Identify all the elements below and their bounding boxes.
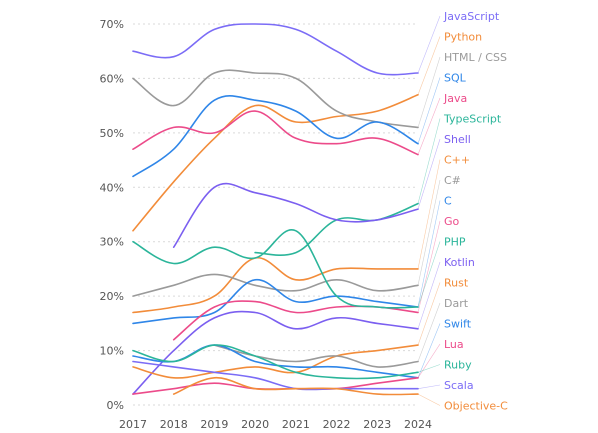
- legend-leader-c: [417, 200, 441, 308]
- legend-leader-objective-c: [417, 393, 441, 406]
- series-line-c: [132, 273, 419, 297]
- legend-label-kotlin: Kotlin: [444, 256, 475, 269]
- series-line-rust: [132, 344, 419, 379]
- legend-label-javascript: JavaScript: [443, 10, 500, 23]
- y-tick-label: 30%: [100, 236, 124, 249]
- legend: JavaScript Python HTML / CSS SQL Java TypeScr…: [443, 10, 508, 413]
- series-line-scala: [132, 360, 419, 391]
- legend-label-scala: Scala: [444, 379, 474, 392]
- legend-label-ruby: Ruby: [444, 359, 472, 372]
- legend-label-java: Java: [443, 92, 467, 105]
- legend-leader-scala: [417, 384, 441, 389]
- series-line-javascript: [132, 23, 419, 76]
- series-line-c: [132, 278, 419, 325]
- legend-leader-dart: [417, 302, 441, 362]
- y-tick-label: 0%: [107, 399, 124, 412]
- legend-leader-c: [417, 159, 441, 269]
- legend-leader-lines: [417, 15, 441, 406]
- series-line-c: [132, 257, 419, 314]
- legend-label-lua: Lua: [444, 338, 464, 351]
- series-line-kotlin: [132, 310, 419, 395]
- series-line-shell: [172, 182, 419, 248]
- series-line-python: [132, 94, 419, 232]
- x-tick-label: 2022: [323, 418, 351, 431]
- series-line-dart: [213, 344, 419, 368]
- legend-label-c: C#: [444, 174, 461, 187]
- series-line-html-css: [132, 69, 419, 129]
- legend-label-shell: Shell: [444, 133, 471, 146]
- series-line-sql: [132, 95, 419, 178]
- legend-label-go: Go: [444, 215, 460, 228]
- legend-leader-lua: [417, 343, 441, 378]
- series-lines: [132, 23, 419, 396]
- legend-label-html-css: HTML / CSS: [444, 51, 507, 64]
- legend-label-dart: Dart: [444, 297, 469, 310]
- x-axis-tick-labels: 2017 2018 2019 2020 2021 2022 2023 2024: [119, 418, 432, 431]
- legend-label-typescript: TypeScript: [443, 113, 502, 126]
- series-line-lua: [132, 377, 419, 395]
- legend-leader-swift: [417, 323, 441, 378]
- y-tick-label: 20%: [100, 290, 124, 303]
- legend-leader-ruby: [417, 364, 441, 373]
- x-tick-label: 2024: [404, 418, 432, 431]
- y-axis-tick-labels: 0% 10% 20% 30% 40% 50% 60% 70%: [100, 18, 124, 412]
- x-tick-label: 2020: [241, 418, 269, 431]
- series-line-ruby: [132, 344, 419, 380]
- legend-leader-sql: [417, 77, 441, 144]
- x-tick-label: 2019: [200, 418, 228, 431]
- legend-leader-kotlin: [417, 261, 441, 329]
- legend-label-php: PHP: [444, 236, 466, 249]
- series-line-typescript: [254, 202, 419, 256]
- legend-leader-rust: [417, 282, 441, 346]
- series-line-objective-c: [172, 376, 419, 396]
- y-tick-label: 10%: [100, 345, 124, 358]
- legend-leader-typescript: [417, 118, 441, 204]
- x-tick-label: 2017: [119, 418, 147, 431]
- y-tick-label: 40%: [100, 181, 124, 194]
- legend-label-swift: Swift: [444, 318, 472, 331]
- x-tick-label: 2021: [282, 418, 310, 431]
- legend-leader-php: [417, 241, 441, 308]
- legend-label-sql: SQL: [444, 72, 467, 85]
- series-line-php: [132, 229, 419, 309]
- legend-leader-c: [417, 179, 441, 286]
- legend-label-c: C++: [444, 154, 470, 167]
- x-tick-label: 2018: [160, 418, 188, 431]
- legend-leader-java: [417, 97, 441, 155]
- legend-label-objective-c: Objective-C: [444, 400, 508, 413]
- legend-leader-go: [417, 220, 441, 313]
- y-tick-label: 50%: [100, 127, 124, 140]
- legend-leader-javascript: [417, 15, 441, 74]
- y-tick-label: 70%: [100, 18, 124, 31]
- legend-leader-html-css: [417, 56, 441, 128]
- legend-leader-shell: [417, 138, 441, 210]
- x-tick-label: 2023: [363, 418, 391, 431]
- y-tick-label: 60%: [100, 72, 124, 85]
- legend-label-rust: Rust: [444, 277, 469, 290]
- legend-label-python: Python: [444, 31, 482, 44]
- series-line-java: [132, 110, 419, 156]
- legend-label-c: C: [444, 195, 452, 208]
- legend-leader-python: [417, 36, 441, 95]
